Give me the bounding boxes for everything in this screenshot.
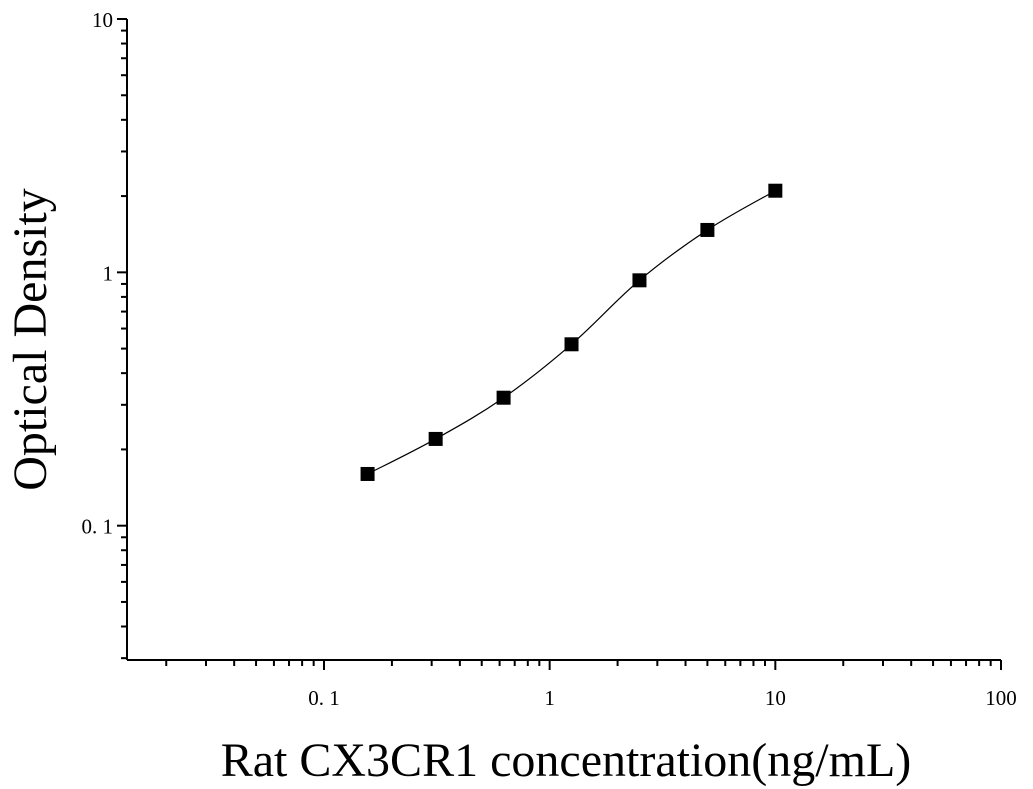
y-tick-label: 0. 1 — [82, 515, 114, 539]
x-tick-label: 10 — [765, 686, 786, 710]
x-axis-title: Rat CX3CR1 concentration(ng/mL) — [221, 734, 912, 787]
data-point — [564, 337, 579, 352]
data-point — [360, 466, 375, 481]
data-points — [360, 183, 783, 481]
x-tick-label: 1 — [544, 686, 555, 710]
labels: 0. 1 1 10 100 0. 1 1 10 Rat CX3CR1 concentratio… — [4, 8, 1017, 787]
y-tick-label: 10 — [92, 8, 113, 32]
x-tick-label: 100 — [985, 686, 1017, 710]
data-point — [632, 273, 647, 288]
data-point — [700, 222, 715, 237]
data-point — [496, 390, 511, 405]
data-point — [768, 183, 783, 198]
x-tick-label: 0. 1 — [308, 686, 340, 710]
axes — [117, 18, 1002, 670]
data-point — [428, 431, 443, 446]
y-tick-label: 1 — [103, 261, 114, 285]
y-axis-title: Optical Density — [4, 188, 57, 491]
